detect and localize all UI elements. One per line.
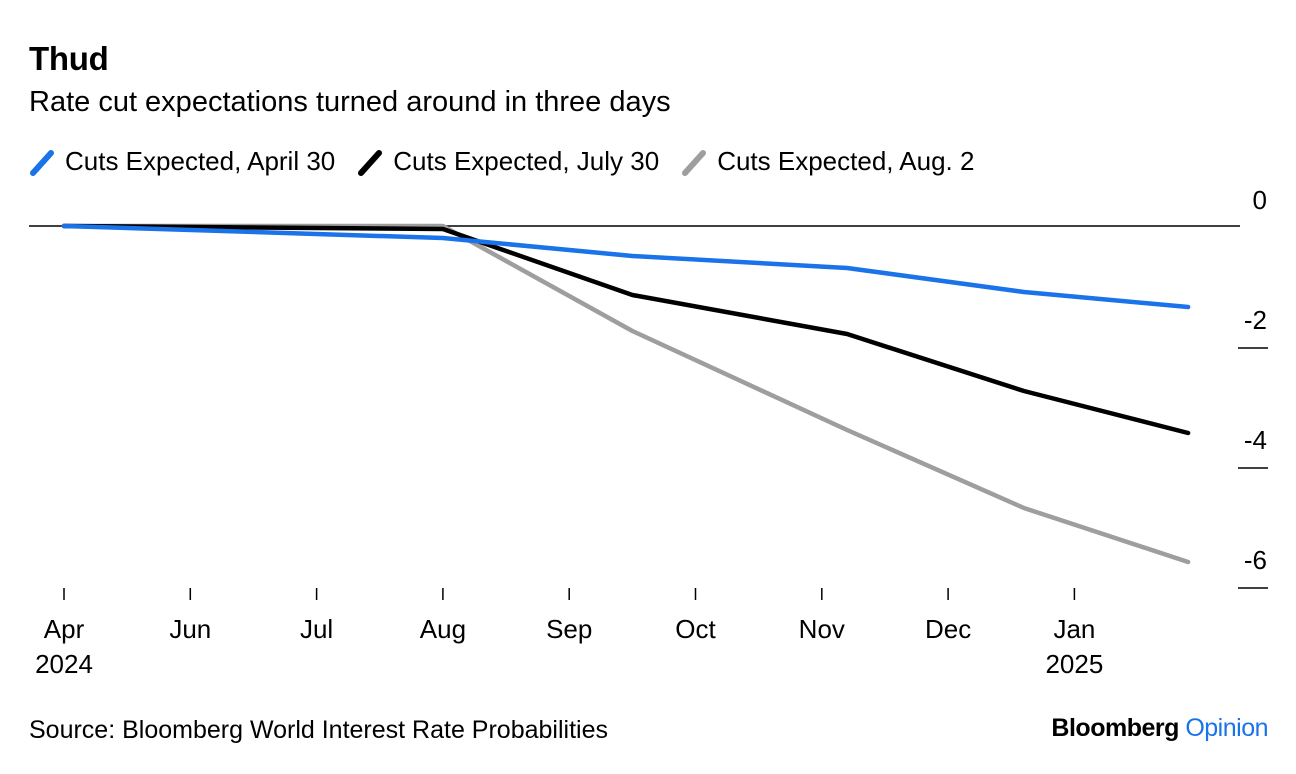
brand-logo: Bloomberg Opinion [1051,714,1268,743]
x-tick-label: Oct [675,614,716,644]
legend-item-july: Cuts Expected, July 30 [357,146,659,177]
legend-label-april: Cuts Expected, April 30 [65,146,336,176]
x-tick-label: Jul [300,614,333,644]
y-tick-label: -6 [1244,545,1267,575]
series-line-aug [61,223,1191,565]
series-line-july [61,223,1191,436]
x-tick-label: Sep [546,614,592,644]
x-tick-label: Dec [925,614,971,644]
series-line-april [61,223,1191,310]
legend-swatch-aug [682,149,707,176]
x-tick-label: Apr [44,614,85,644]
x-tick-label: Jun [169,614,211,644]
legend-label-aug: Cuts Expected, Aug. 2 [717,146,975,176]
brand-main: Bloomberg [1051,714,1179,742]
x-tick-sublabel: 2024 [35,649,93,679]
legend-label-july: Cuts Expected, July 30 [393,146,660,176]
x-tick-label: Jan [1053,614,1095,644]
legend-swatch-july [358,149,383,176]
chart-subtitle: Rate cut expectations turned around in t… [29,86,671,118]
y-tick-label: -2 [1244,305,1267,335]
legend-item-april: Cuts Expected, April 30 [29,146,335,177]
x-tick-sublabel: 2025 [1045,649,1103,679]
source-note: Source: Bloomberg World Interest Rate Pr… [29,716,608,744]
legend-item-aug: Cuts Expected, Aug. 2 [681,146,974,177]
x-tick-label: Aug [420,614,466,644]
brand-sub: Opinion [1185,714,1268,742]
y-tick-label: -4 [1244,425,1267,455]
legend: Cuts Expected, April 30 Cuts Expected, J… [29,146,996,177]
y-tick-label: 0 [1253,185,1267,215]
x-tick-label: Nov [799,614,845,644]
legend-swatch-april [30,149,54,176]
chart-title: Thud [29,40,109,77]
